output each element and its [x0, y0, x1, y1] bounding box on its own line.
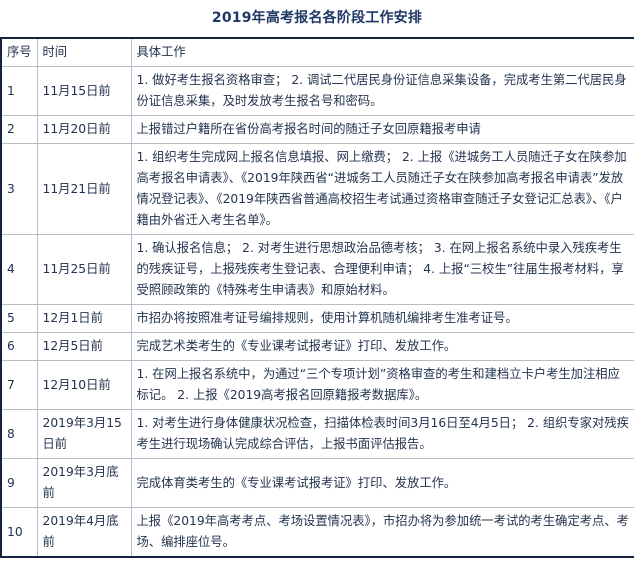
row-time: 11月20日前: [36, 115, 132, 144]
table-row: 2 11月20日前 上报错过户籍所在省份高考报名时间的随迁子女回原籍报考申请: [1, 115, 634, 144]
row-time: 2019年4月底前: [36, 507, 132, 557]
row-work: 上报错过户籍所在省份高考报名时间的随迁子女回原籍报考申请: [130, 115, 634, 144]
row-work: 市招办将按照准考证号编排规则，使用计算机随机编排考生准考证号。: [130, 304, 634, 333]
row-work: 完成艺术类考生的《专业课考试报考证》打印、发放工作。: [130, 332, 634, 361]
table-row: 5 12月1日前 市招办将按照准考证号编排规则，使用计算机随机编排考生准考证号。: [1, 304, 634, 333]
table-row: 9 2019年3月底前 完成体育类考生的《专业课考试报考证》打印、发放工作。: [1, 458, 634, 508]
table-row: 6 12月5日前 完成艺术类考生的《专业课考试报考证》打印、发放工作。: [1, 332, 634, 361]
row-time: 2019年3月底前: [36, 458, 132, 508]
row-work: 1. 做好考生报名资格审查； 2. 调试二代居民身份证信息采集设备，完成考生第二…: [130, 66, 634, 116]
row-time: 11月15日前: [36, 66, 132, 116]
row-time: 11月21日前: [36, 143, 132, 235]
row-time: 12月5日前: [36, 332, 132, 361]
table-row: 1 11月15日前 1. 做好考生报名资格审查； 2. 调试二代居民身份证信息采…: [1, 66, 634, 116]
row-work: 1. 在网上报名系统中，为通过“三个专项计划”资格审查的考生和建档立卡户考生加注…: [130, 360, 634, 410]
row-time: 2019年3月15日前: [36, 409, 132, 459]
row-index: 7: [1, 360, 38, 410]
row-work: 1. 组织考生完成网上报名信息填报、网上缴费； 2. 上报《进城务工人员随迁子女…: [130, 143, 634, 235]
row-time: 12月1日前: [36, 304, 132, 333]
table-row: 3 11月21日前 1. 组织考生完成网上报名信息填报、网上缴费； 2. 上报《…: [1, 143, 634, 235]
row-work: 完成体育类考生的《专业课考试报考证》打印、发放工作。: [130, 458, 634, 508]
table-row: 7 12月10日前 1. 在网上报名系统中，为通过“三个专项计划”资格审查的考生…: [1, 360, 634, 410]
page-title: 2019年高考报名各阶段工作安排: [211, 10, 423, 26]
row-index: 10: [1, 507, 38, 557]
table-body: 1 11月15日前 1. 做好考生报名资格审查； 2. 调试二代居民身份证信息采…: [1, 66, 634, 557]
row-index: 4: [1, 234, 38, 305]
row-index: 1: [1, 66, 38, 116]
row-time: 12月10日前: [36, 360, 132, 410]
table-row: 4 11月25日前 1. 确认报名信息； 2. 对考生进行思想政治品德考核； 3…: [1, 234, 634, 305]
row-index: 8: [1, 409, 38, 459]
schedule-table: 序号 时间 具体工作 1 11月15日前 1. 做好考生报名资格审查； 2. 调…: [0, 37, 634, 558]
table-row: 8 2019年3月15日前 1. 对考生进行身体健康状况检查，扫描体检表时间3月…: [1, 409, 634, 459]
row-time: 11月25日前: [36, 234, 132, 305]
row-work: 上报《2019年高考考点、考场设置情况表》，市招办将为参加统一考试的考生确定考点…: [130, 507, 634, 557]
row-index: 2: [1, 115, 38, 144]
column-header-time: 时间: [36, 38, 132, 67]
row-work: 1. 对考生进行身体健康状况检查，扫描体检表时间3月16日至4月5日； 2. 组…: [130, 409, 634, 459]
row-work: 1. 确认报名信息； 2. 对考生进行思想政治品德考核； 3. 在网上报名系统中…: [130, 234, 634, 305]
row-index: 6: [1, 332, 38, 361]
column-header-work: 具体工作: [130, 38, 634, 67]
column-header-index: 序号: [1, 38, 38, 67]
table-header-row: 序号 时间 具体工作: [1, 38, 634, 67]
row-index: 3: [1, 143, 38, 235]
row-index: 9: [1, 458, 38, 508]
row-index: 5: [1, 304, 38, 333]
table-row: 10 2019年4月底前 上报《2019年高考考点、考场设置情况表》，市招办将为…: [1, 507, 634, 557]
